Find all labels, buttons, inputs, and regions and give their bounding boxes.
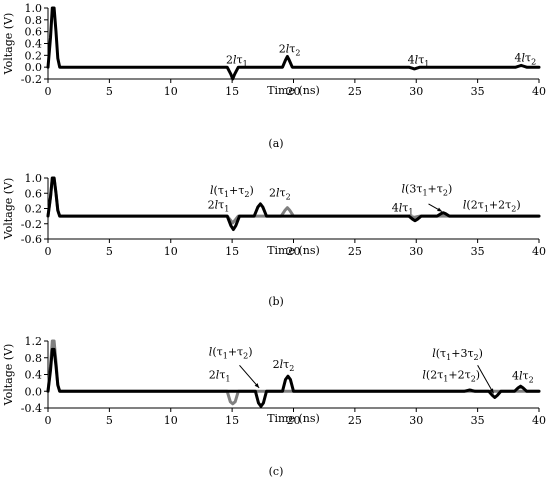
x-tick-label: 5: [106, 85, 113, 98]
y-tick-label: -0.2: [21, 73, 42, 86]
panel-label: (c): [269, 465, 284, 478]
y-tick-label: 0.6: [25, 26, 43, 39]
annotation-label: 2lτ1​: [208, 199, 230, 214]
y-tick-label: 0.4: [25, 38, 43, 51]
annotation-arrow: [239, 364, 260, 389]
annotation-label: l(2τ1​+2τ2​): [463, 199, 521, 214]
y-axis-label: Voltage (V): [2, 178, 15, 241]
chart-panel-b: 0 5 10 15 20 25 30 35 40 -0.6 -0.2 0.2 0.6 1.0 Time (n…: [2, 172, 546, 308]
x-tick-label: 0: [45, 85, 52, 98]
annotation-label: 2lτ1​: [209, 369, 231, 384]
annotation-arrowhead: [489, 388, 494, 394]
y-tick-label: -0.6: [21, 233, 42, 246]
y-tick-label: 0.4: [25, 369, 43, 382]
annotation-arrowhead: [254, 383, 260, 388]
x-tick-label: 10: [164, 245, 178, 258]
series-line-2: [46, 347, 541, 408]
x-tick-label: 5: [106, 414, 113, 427]
panel-label: (b): [268, 295, 284, 308]
x-tick-label: 20: [287, 85, 301, 98]
y-tick-label: 0.8: [25, 352, 43, 365]
x-axis-label: Time (ns): [267, 412, 320, 425]
chart-panel-c: 0 5 10 15 20 25 30 35 40 -0.4 0.0 0.4 0.8 1.2 Time (ns…: [2, 335, 546, 478]
y-tick-label: 0.8: [25, 14, 43, 27]
series-line-1: [46, 6, 541, 81]
x-tick-label: 0: [45, 414, 52, 427]
annotation-label: 2lτ2​: [269, 186, 291, 201]
annotation-label: l(τ1​+τ2​): [209, 346, 253, 361]
x-tick-label: 25: [348, 85, 362, 98]
x-tick-label: 30: [409, 414, 423, 427]
series-line-2: [46, 176, 541, 231]
y-tick-label: 0.0: [25, 61, 43, 74]
annotation-arrowhead: [437, 207, 443, 212]
x-tick-label: 30: [409, 245, 423, 258]
x-tick-label: 0: [45, 245, 52, 258]
x-tick-label: 25: [348, 245, 362, 258]
x-tick-label: 20: [287, 414, 301, 427]
annotation-label: 4lτ2​: [512, 370, 534, 385]
annotation-label: l(τ1​+τ2​): [210, 184, 254, 199]
y-tick-label: -0.2: [21, 218, 42, 231]
annotation-label: 4lτ1​: [392, 202, 414, 217]
annotation-label: 4lτ1​: [408, 54, 430, 69]
panel-label: (a): [268, 137, 283, 150]
y-tick-label: 1.0: [25, 2, 43, 15]
x-tick-label: 15: [225, 85, 239, 98]
y-tick-label: 1.0: [25, 172, 43, 185]
x-tick-label: 35: [471, 85, 485, 98]
x-tick-label: 10: [164, 414, 178, 427]
annotation-label: l(τ1​+3τ2​): [432, 347, 483, 362]
annotation-arrow: [477, 365, 495, 394]
y-axis-label: Voltage (V): [2, 13, 15, 76]
annotation-label: l(3τ1​+τ2​): [402, 182, 453, 197]
annotation-label: 2lτ1​: [226, 54, 248, 69]
y-tick-label: -0.4: [21, 402, 42, 415]
x-tick-label: 15: [225, 245, 239, 258]
y-tick-label: 0.2: [25, 203, 43, 216]
x-tick-label: 40: [532, 245, 546, 258]
annotation-label: 2lτ2​: [273, 358, 295, 373]
x-tick-label: 10: [164, 85, 178, 98]
y-tick-label: 0.0: [25, 385, 43, 398]
x-tick-label: 20: [287, 245, 301, 258]
x-tick-label: 30: [409, 85, 423, 98]
annotation-label: l(2τ1​+2τ2​): [422, 369, 480, 384]
y-tick-label: 1.2: [25, 335, 43, 348]
x-axis-label: Time (ns): [267, 84, 320, 97]
y-tick-label: 0.6: [25, 187, 43, 200]
annotation-label: 4lτ2​: [514, 51, 536, 66]
x-tick-label: 40: [532, 85, 546, 98]
x-tick-label: 15: [225, 414, 239, 427]
y-axis-label: Voltage (V): [2, 344, 15, 407]
x-tick-label: 5: [106, 245, 113, 258]
y-tick-label: 0.2: [25, 49, 43, 62]
x-tick-label: 40: [532, 414, 546, 427]
x-tick-label: 25: [348, 414, 362, 427]
x-axis-label: Time (ns): [267, 244, 320, 257]
x-tick-label: 35: [471, 414, 485, 427]
x-tick-label: 35: [471, 245, 485, 258]
annotation-label: 2lτ2​: [279, 42, 301, 57]
chart-panel-a: 0 5 10 15 20 25 30 35 40 -0.20.00.20.40.60.81.0 Ti…: [2, 2, 546, 150]
